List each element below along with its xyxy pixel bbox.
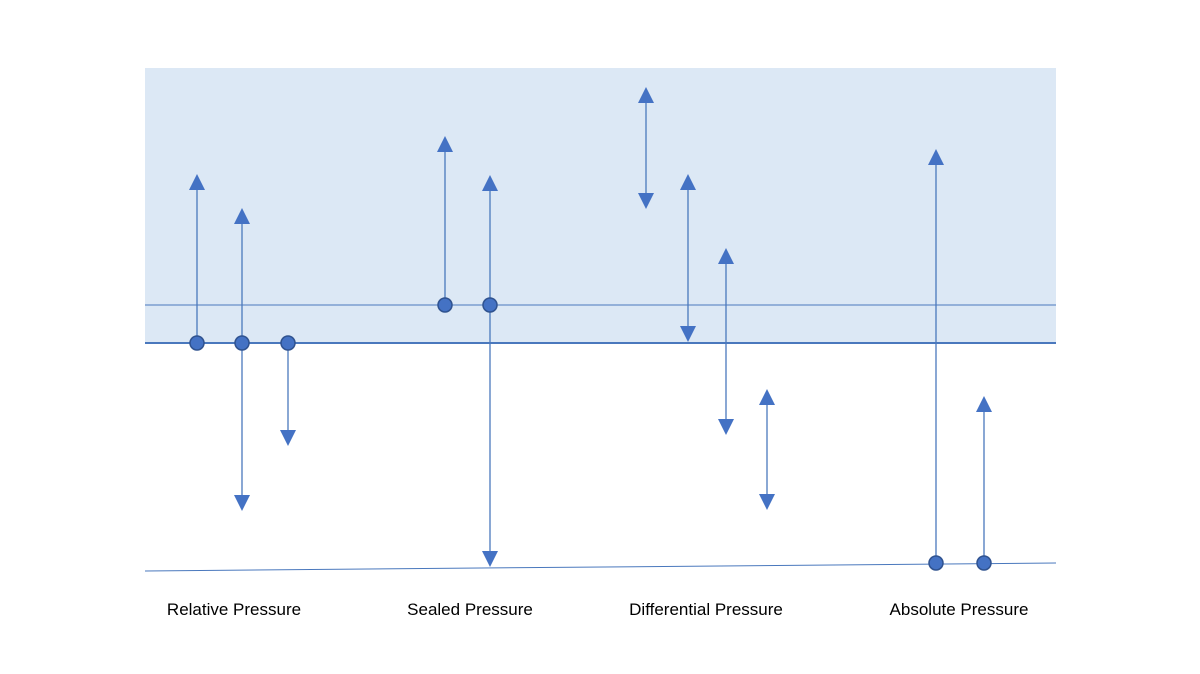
differential-down-arrowhead xyxy=(638,193,654,209)
shaded-high-pressure-region xyxy=(145,68,1056,344)
sealed-down-arrowhead xyxy=(482,551,498,567)
relative-down-arrowhead xyxy=(234,495,250,511)
arrow-group xyxy=(189,87,992,567)
sealed-up-arrowhead xyxy=(437,136,453,152)
relative-reference-marker xyxy=(189,335,205,351)
differential-up-arrowhead xyxy=(718,248,734,264)
sealed-reference-marker xyxy=(482,297,498,313)
vacuum-reference-line xyxy=(144,562,1057,572)
differential-up-arrowhead xyxy=(680,174,696,190)
relative-up-arrowhead xyxy=(234,208,250,224)
sealed-reference-marker xyxy=(437,297,453,313)
absolute-reference-marker xyxy=(976,555,992,571)
absolute-pressure-label: Absolute Pressure xyxy=(889,600,1029,619)
absolute-up-arrowhead xyxy=(976,396,992,412)
differential-down-arrowhead xyxy=(759,494,775,510)
sealed-up-arrowhead xyxy=(482,175,498,191)
differential-up-arrowhead xyxy=(759,389,775,405)
relative-down-arrowhead xyxy=(280,430,296,446)
relative-pressure-label: Relative Pressure xyxy=(166,600,302,619)
differential-down-arrowhead xyxy=(718,419,734,435)
absolute-up-arrowhead xyxy=(928,149,944,165)
marker-group xyxy=(189,297,992,571)
relative-reference-marker xyxy=(234,335,250,351)
differential-pressure-label: Differential Pressure xyxy=(629,600,783,619)
sealed-pressure-label: Sealed Pressure xyxy=(407,600,533,619)
differential-up-arrowhead xyxy=(638,87,654,103)
differential-down-arrowhead xyxy=(680,326,696,342)
absolute-reference-marker xyxy=(928,555,944,571)
relative-up-arrowhead xyxy=(189,174,205,190)
relative-reference-marker xyxy=(280,335,296,351)
